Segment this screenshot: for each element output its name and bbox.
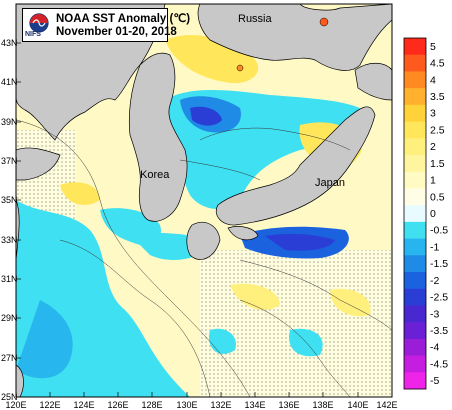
colorbar-swatch	[404, 171, 426, 189]
map-title: NOAA SST Anomaly (℃)	[56, 13, 191, 25]
lon-tick-label: 132E	[210, 400, 231, 410]
negative-anomaly-region	[16, 300, 73, 379]
colorbar-swatch	[404, 121, 426, 139]
korea-landmass	[128, 52, 188, 222]
colorbar-swatch	[404, 288, 426, 306]
colorbar-label: -4.5	[430, 358, 448, 370]
colorbar-swatch	[404, 104, 426, 122]
colorbar-label: -1	[430, 241, 439, 253]
axis-ticks	[16, 42, 359, 397]
negative-anomaly-region	[209, 328, 236, 354]
lon-tick-label: 122E	[39, 400, 60, 410]
lon-tick-label: 142E	[376, 400, 397, 410]
japan-label: Japan	[315, 177, 345, 189]
lat-tick-label: 39N	[1, 117, 18, 127]
east-sea-strong-anomaly	[190, 106, 222, 126]
kyushu-landmass	[186, 221, 221, 260]
colorbar-swatch	[404, 38, 426, 56]
colorbar-swatch	[404, 338, 426, 356]
lon-tick-label: 130E	[176, 400, 197, 410]
colorbar-swatch	[404, 272, 426, 290]
lat-tick-label: 31N	[1, 274, 18, 284]
lon-tick-label: 128E	[141, 400, 162, 410]
colorbar-label: 4	[430, 74, 436, 86]
longitude-labels: 120E 122E 124E 126E 128E 130E 132E 134E …	[5, 400, 397, 410]
colorbar-label: 0	[430, 208, 436, 220]
lon-tick-label: 120E	[5, 400, 26, 410]
colorbar-label: 5	[430, 41, 436, 53]
colorbar-label: -2	[430, 275, 439, 287]
colorbar-label: 2	[430, 141, 436, 153]
colorbar-swatch	[404, 355, 426, 373]
shandong-landmass	[16, 147, 61, 181]
colorbar-label: 0.5	[430, 191, 445, 203]
map-subtitle-date: November 01-20, 2018	[56, 26, 177, 38]
colorbar-swatch	[404, 305, 426, 323]
lon-tick-label: 138E	[312, 400, 333, 410]
lat-tick-label: 27N	[1, 353, 18, 363]
lat-tick-label: 43N	[1, 38, 18, 48]
colorbar-swatch	[404, 138, 426, 156]
nifs-logo-text: NIFS	[25, 31, 41, 38]
colorbar-label: -5	[430, 375, 439, 387]
lat-tick-label: 41N	[1, 77, 18, 87]
map-title-box: NIFS NOAA SST Anomaly (℃) November 01-20…	[22, 8, 190, 42]
contour-lines	[16, 119, 392, 397]
colorbar-label: 4.5	[430, 58, 445, 70]
colorbar-label: 1	[430, 175, 436, 187]
colorbar-swatch	[404, 205, 426, 223]
lat-tick-label: 37N	[1, 156, 18, 166]
negative-anomaly-region	[289, 328, 323, 357]
colorbar-label: -3.5	[430, 325, 448, 337]
positive-anomaly-region	[230, 283, 280, 310]
colorbar-label: -1.5	[430, 258, 448, 270]
lon-tick-label: 134E	[244, 400, 265, 410]
colorbar-label: 3	[430, 108, 436, 120]
colorbar-swatch	[404, 255, 426, 273]
colorbar-label: -4	[430, 342, 439, 354]
lon-tick-label: 140E	[347, 400, 368, 410]
colorbar-swatch	[404, 188, 426, 206]
korea-label: Korea	[140, 169, 170, 181]
dotted-anomaly-zone	[200, 250, 392, 397]
colorbar-label: -3	[430, 308, 439, 320]
latitude-labels: 43N 41N 39N 37N 35N 33N 31N 29N 27N 25N	[1, 38, 18, 402]
colorbar-swatch	[404, 155, 426, 173]
colorbar-label: -0.5	[430, 225, 448, 237]
colorbar-swatch	[404, 71, 426, 89]
colorbar-label: 3.5	[430, 91, 445, 103]
russia-landmass	[197, 4, 392, 71]
colorbar: 5 4.5 4 3.5 3 2.5 2 1.5 1 0.5 0 -0.5 -1 -1.5 -2 -2.5 -3 -…	[404, 38, 448, 390]
colorbar-swatch	[404, 54, 426, 72]
colorbar-swatch	[404, 88, 426, 106]
colorbar-swatch	[404, 238, 426, 256]
lon-tick-label: 136E	[278, 400, 299, 410]
warm-spot	[319, 17, 329, 27]
japan-south-negative-anomaly	[265, 233, 335, 251]
lat-tick-label: 35N	[1, 195, 18, 205]
warm-spot	[236, 64, 244, 72]
honshu-landmass	[215, 106, 376, 226]
hokkaido-landmass	[354, 62, 392, 101]
lat-tick-label: 33N	[1, 235, 18, 245]
colorbar-label: 1.5	[430, 158, 445, 170]
colorbar-swatch	[404, 322, 426, 340]
colorbar-label: -2.5	[430, 292, 448, 304]
plot-frame	[15, 3, 393, 398]
lat-tick-label: 29N	[1, 313, 18, 323]
lon-tick-label: 124E	[73, 400, 94, 410]
colorbar-frame	[403, 37, 427, 390]
positive-anomaly-region	[60, 182, 100, 205]
taiwan-landmass	[16, 364, 24, 397]
nifs-logo-icon	[29, 13, 49, 33]
lon-tick-label: 126E	[107, 400, 128, 410]
colorbar-label: 2.5	[430, 124, 445, 136]
positive-anomaly-region	[330, 288, 371, 317]
colorbar-swatch	[404, 372, 426, 390]
shikoku-landmass	[227, 226, 259, 241]
russia-label: Russia	[238, 13, 273, 25]
colorbar-swatch	[404, 221, 426, 239]
lat-tick-label: 25N	[1, 392, 18, 402]
